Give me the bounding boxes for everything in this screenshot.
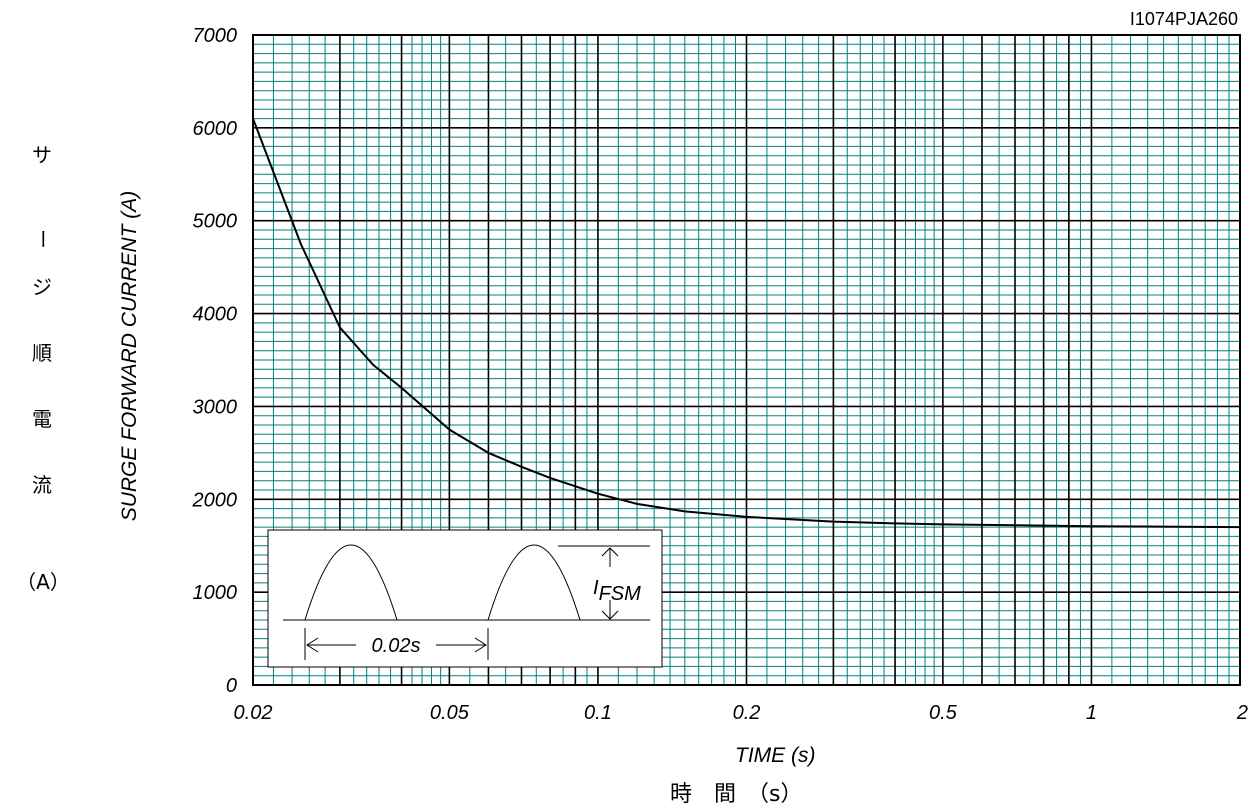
inset-box: [267, 529, 663, 668]
x-tick-label: 2: [1236, 702, 1248, 724]
y-axis-label-jp: サ ー ジ 順 電 流: [27, 140, 57, 536]
x-tick-label: 0.5: [929, 702, 958, 724]
y-tick-label: 0: [226, 675, 237, 697]
x-tick-label: 0.1: [584, 702, 612, 724]
inset-period-arrowhead-left: [306, 637, 319, 653]
inset-ifsm-main: I: [593, 577, 599, 599]
doc-code: I1074PJA260: [1129, 9, 1238, 29]
y-tick-label: 1000: [193, 582, 238, 604]
x-tick-label: 0.2: [733, 702, 761, 724]
y-axis-label-jp-char: サ: [32, 143, 52, 167]
y-tick-label: 7000: [193, 25, 238, 47]
y-axis-label-jp-char: 順: [32, 341, 52, 365]
y-tick-label: 6000: [193, 118, 238, 140]
inset-half-sine-2: [487, 544, 581, 621]
y-axis-label: SURGE FORWARD CURRENT (A): [118, 191, 141, 522]
inset-ifsm-label: IFSM: [593, 577, 641, 605]
y-tick-label: 3000: [193, 396, 238, 418]
tick-labels: 0 1000 2000 3000 4000 5000 6000 7000 0.02 0.05 0.1…: [192, 25, 1249, 724]
waveform-inset: 0.02s IFSM: [267, 529, 663, 668]
x-axis-label: TIME (s): [735, 744, 816, 767]
y-tick-label: 4000: [193, 304, 238, 326]
series-line: [252, 118, 1241, 529]
y-axis-label-jp-char: ー: [30, 229, 54, 249]
x-axis-label-jp: 時 間 （s）: [670, 782, 803, 807]
x-tick-label: 1: [1086, 702, 1097, 724]
inset-ifsm-sub: FSM: [599, 583, 642, 605]
y-tick-label: 5000: [193, 211, 238, 233]
inset-half-sine-1: [304, 544, 398, 621]
inset-period-label: 0.02s: [372, 635, 421, 657]
inset-ifsm-arrowhead-up: [601, 547, 619, 557]
y-tick-label: 2000: [192, 489, 238, 511]
y-axis-unit-jp: （A）: [16, 570, 70, 594]
x-tick-label: 0.05: [430, 702, 470, 724]
data-series: [252, 118, 1241, 529]
x-tick-label: 0.02: [234, 702, 273, 724]
y-axis-label-jp-char: 電: [32, 407, 52, 431]
inset-ifsm-arrowhead-down: [601, 610, 619, 620]
y-axis-label-jp-char: 流: [32, 473, 52, 497]
plot-frame: [252, 34, 1241, 686]
inset-period-arrowhead-right: [474, 637, 487, 653]
y-axis-label-jp-char: ジ: [32, 275, 52, 299]
